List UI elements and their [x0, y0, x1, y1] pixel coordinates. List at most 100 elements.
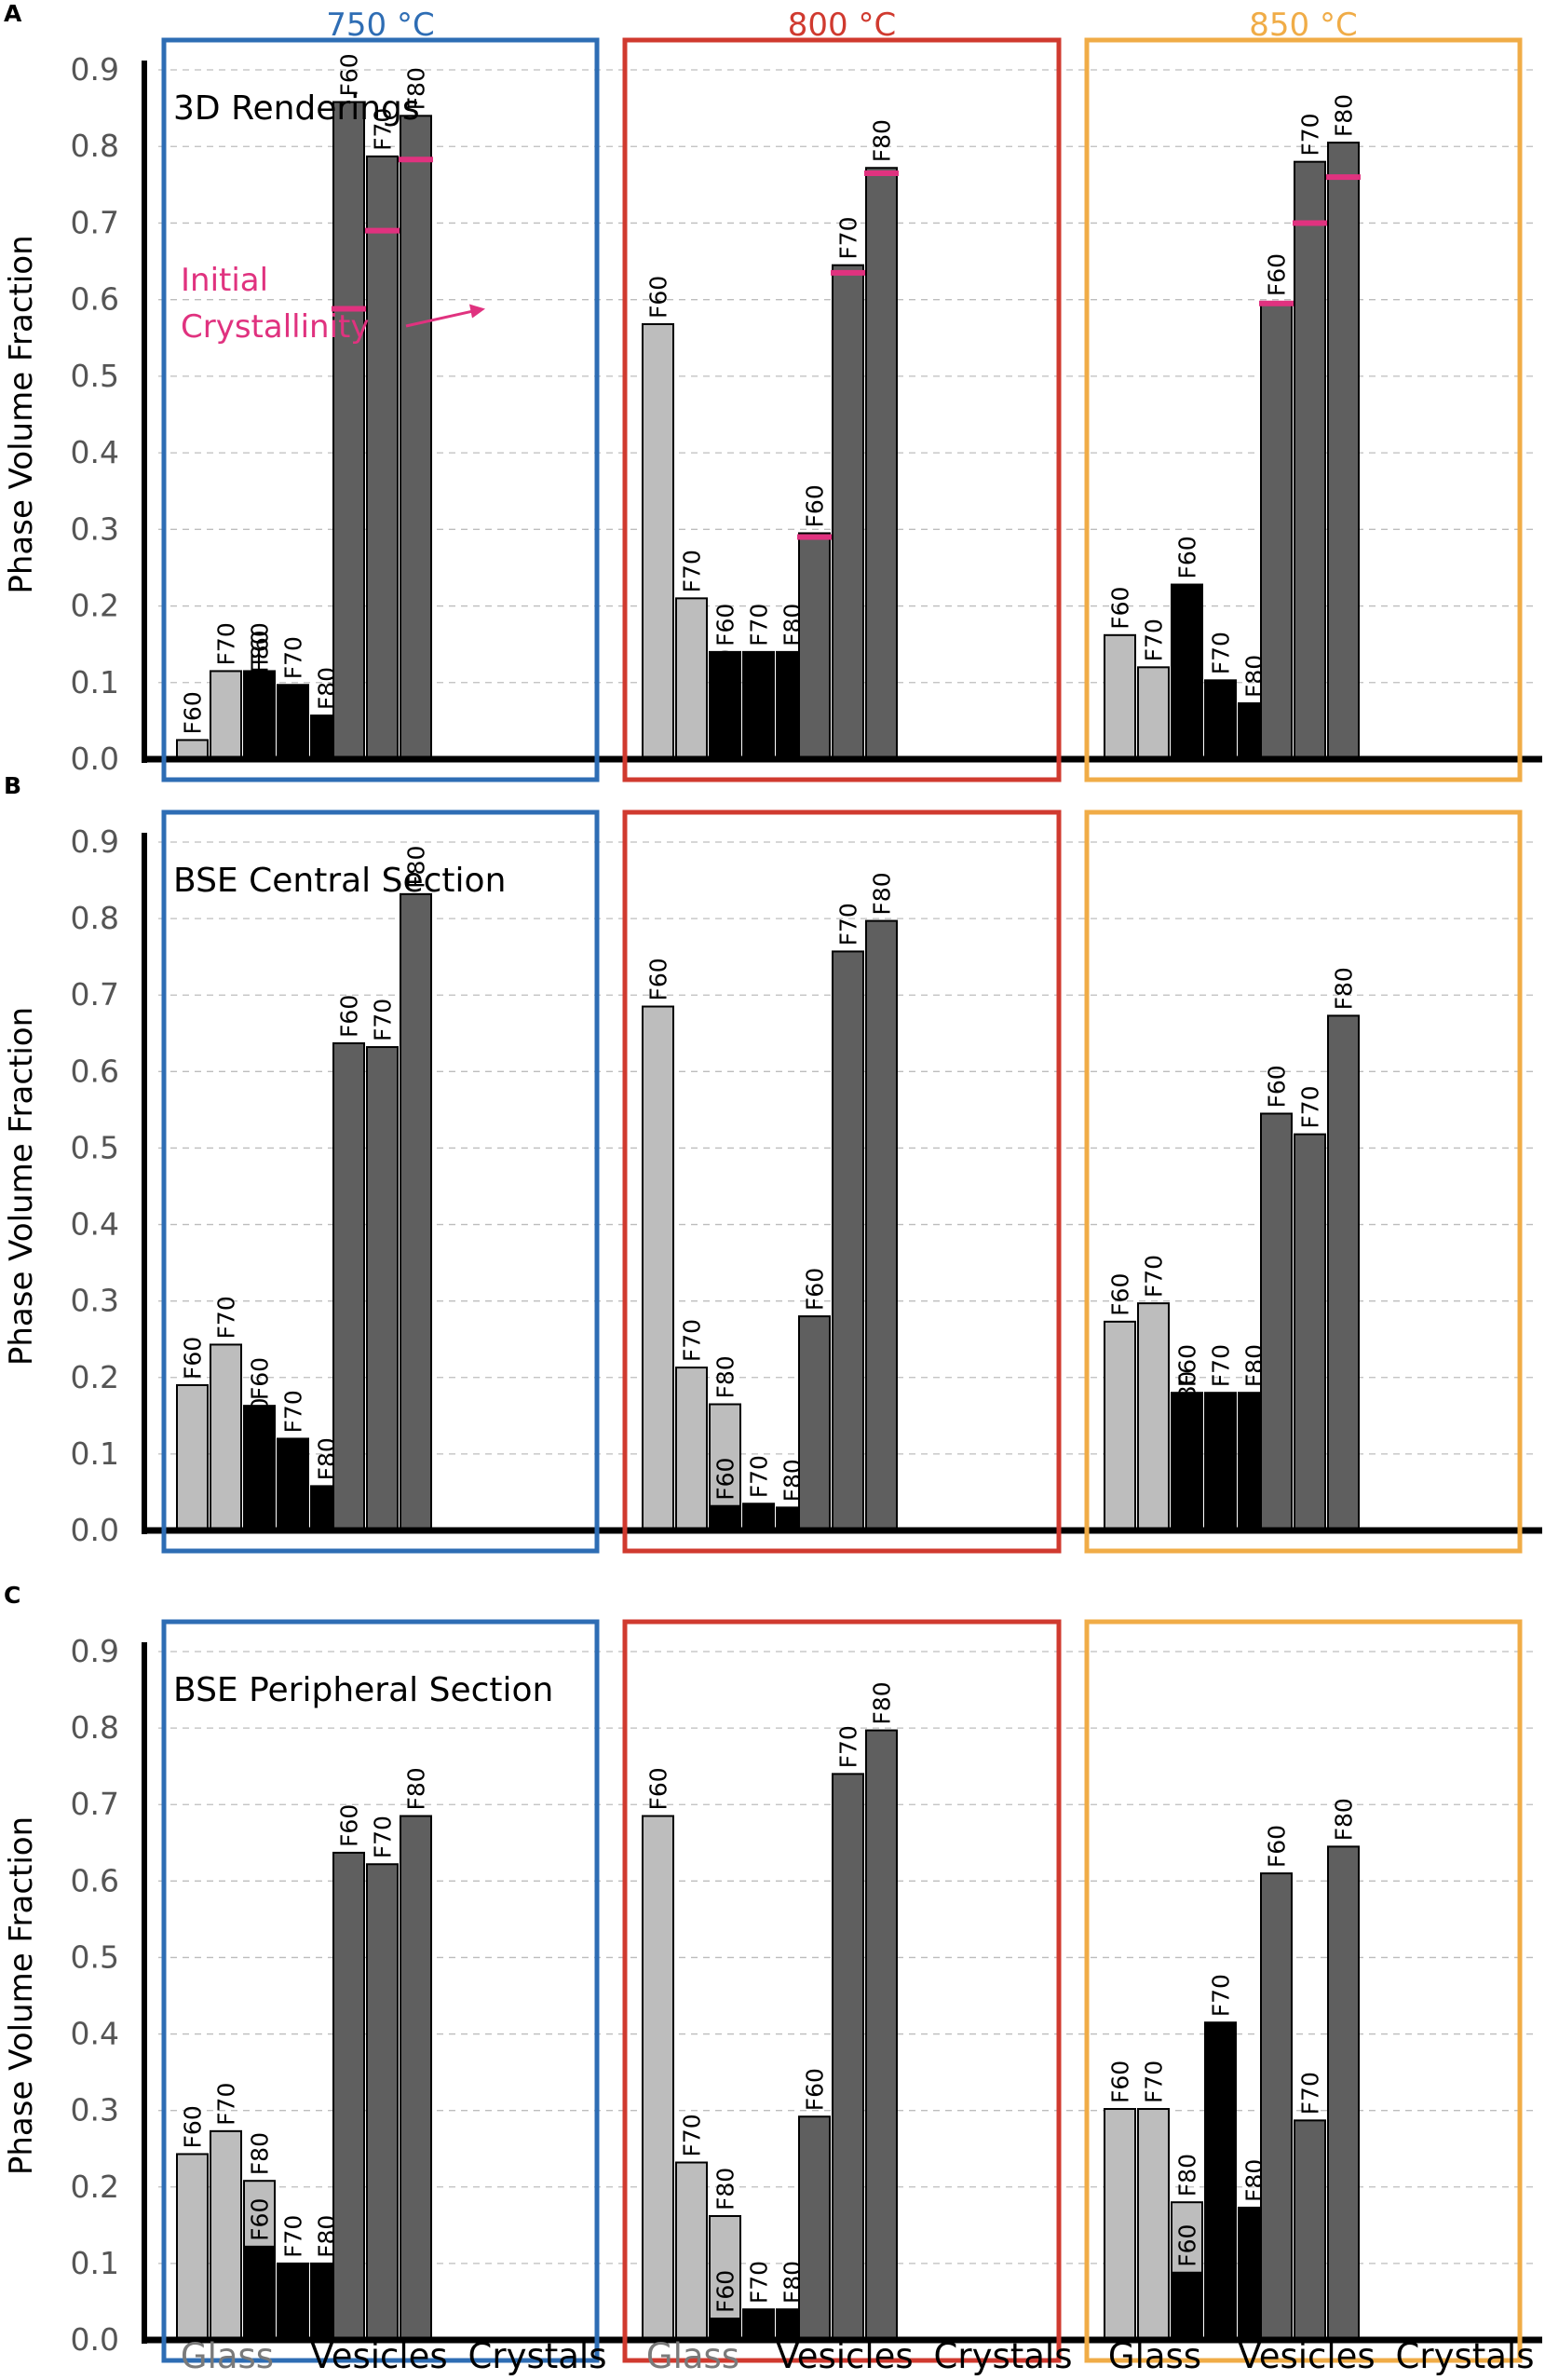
bar-vesicles-f60	[709, 650, 741, 761]
y-axis-title: Phase Volume Fraction	[3, 1007, 40, 1366]
bar-crystals-f60	[1260, 301, 1293, 760]
y-tick-label: 0.6	[71, 1862, 119, 1898]
y-tick-label: 0.4	[71, 434, 119, 470]
y-tick-label: 0.3	[71, 510, 119, 547]
bar-label: F60	[712, 604, 739, 646]
bar-vesicles-f60	[243, 670, 276, 761]
bar-label: F80	[247, 630, 274, 673]
bar-crystals-f60	[798, 532, 831, 761]
bar-label: F60	[180, 1337, 207, 1380]
panel-title: BSE Peripheral Section	[173, 1671, 553, 1709]
y-tick-label: 0.6	[71, 281, 119, 318]
y-tick-label: 0.5	[71, 358, 119, 394]
bar-label: F60	[712, 2270, 739, 2313]
bar-glass-f60	[176, 2153, 209, 2341]
bar-label: F80	[403, 1767, 430, 1810]
bar-vesicles-f70	[742, 2308, 775, 2341]
bar-vesicles-f60	[1171, 1392, 1203, 1531]
temperature-box	[622, 1619, 1062, 2363]
bar-label: F80	[869, 1681, 896, 1724]
y-tick-label: 0.6	[71, 1053, 119, 1089]
bar-crystals-f60	[1260, 1112, 1293, 1531]
y-tick-label: 0.9	[71, 1633, 119, 1669]
bar-glass-f70	[210, 2129, 242, 2341]
bar-crystals-f80	[865, 1729, 898, 2341]
bar-label: F70	[213, 1296, 240, 1339]
bar-label: F70	[679, 550, 706, 592]
x-category-label: Glass	[181, 2336, 274, 2376]
bar-glass-f60	[642, 322, 674, 760]
bar-glass-f70	[675, 1367, 708, 1532]
y-tick-label: 0.3	[71, 1283, 119, 1319]
x-category-label: Vesicles	[1238, 2336, 1375, 2376]
y-tick-label: 0.5	[71, 1938, 119, 1975]
bar-label: F70	[1297, 113, 1324, 156]
bar-crystals-f80	[865, 167, 898, 760]
bar-vesicles-f70	[1204, 2021, 1237, 2341]
bar-crystals-f60	[798, 1315, 831, 1531]
bar-label: F60	[712, 1458, 739, 1501]
bar-label: F60	[802, 484, 829, 527]
bar-vesicles-f60	[709, 1504, 741, 1532]
bar-label: F80	[403, 846, 430, 889]
bar-crystals-f80	[1327, 142, 1360, 761]
bar-label: F70	[280, 2215, 307, 2258]
bar-label: F70	[746, 2261, 773, 2304]
bar-glass-f70	[210, 670, 242, 761]
bar-label: F60	[802, 1268, 829, 1311]
bar-label: F80	[712, 2168, 739, 2210]
bar-glass-f70	[675, 2161, 708, 2341]
bar-label: F60	[1264, 1825, 1291, 1868]
bar-vesicles-f60	[1171, 2271, 1203, 2341]
y-tick-label: 0.2	[71, 2169, 119, 2205]
bar-glass-f60	[1104, 2108, 1136, 2341]
x-category-label: Glass	[1108, 2336, 1201, 2376]
bar-label: F60	[1174, 1344, 1201, 1387]
bar-glass-f60	[1104, 1320, 1136, 1531]
bar-label: F70	[679, 1319, 706, 1362]
bar-label: F70	[1141, 619, 1168, 661]
y-axis-title: Phase Volume Fraction	[3, 1816, 40, 2175]
y-tick-label: 0.2	[71, 588, 119, 624]
bar-vesicles-f60	[1171, 583, 1203, 760]
bar-label: F60	[1107, 587, 1134, 630]
bar-crystals-f60	[332, 1851, 365, 2342]
y-tick-label: 0.0	[71, 2321, 119, 2358]
bar-label: F60	[336, 53, 363, 96]
bar-crystals-f80	[865, 919, 898, 1531]
bar-label: F60	[1264, 1065, 1291, 1108]
x-category-label: Crystals	[934, 2336, 1073, 2376]
bar-label: F80	[1331, 967, 1358, 1010]
bar-label: F70	[835, 216, 862, 259]
bar-label: F70	[679, 2114, 706, 2156]
bar-crystals-f70	[832, 264, 864, 760]
y-tick-label: 0.1	[71, 1435, 119, 1472]
bar-label: F60	[645, 1767, 672, 1810]
bar-glass-f70	[210, 1343, 242, 1531]
y-tick-label: 0.8	[71, 128, 119, 164]
chart-panel-A: A 0.0 0.1 0.2 0.3 0.4 0.5 0.6 0.7 0.8 0.9 Phase Vol…	[3, 0, 1542, 782]
bar-crystals-f70	[832, 1773, 864, 2341]
y-tick-label: 0.7	[71, 1786, 119, 1822]
bar-crystals-f80	[1327, 1014, 1360, 1531]
bar-vesicles-f70	[1204, 1392, 1237, 1531]
bar-label: F80	[403, 67, 430, 110]
bar-label: F80	[1331, 1798, 1358, 1841]
panel-label: C	[4, 1582, 20, 1609]
bar-label: F70	[835, 903, 862, 945]
bar-label: F60	[1174, 2224, 1201, 2267]
panel-label: A	[4, 0, 22, 27]
temperature-box	[622, 809, 1062, 1554]
temperature-box	[161, 37, 600, 782]
bar-vesicles-f70	[277, 1437, 309, 1532]
bar-vesicles-f70	[742, 1503, 775, 1531]
panel-label: B	[4, 772, 21, 799]
chart-panel-C: C 0.0 0.1 0.2 0.3 0.4 0.5 0.6 0.7 0.8 0.9 Phase Vol…	[3, 1582, 1542, 2363]
y-tick-label: 0.5	[71, 1129, 119, 1165]
bar-label: F80	[1174, 2154, 1201, 2196]
bar-vesicles-f70	[277, 2262, 309, 2342]
bar-crystals-f60	[332, 1041, 365, 1532]
panel-title: BSE Central Section	[173, 862, 506, 900]
bar-glass-f60	[642, 1005, 674, 1532]
